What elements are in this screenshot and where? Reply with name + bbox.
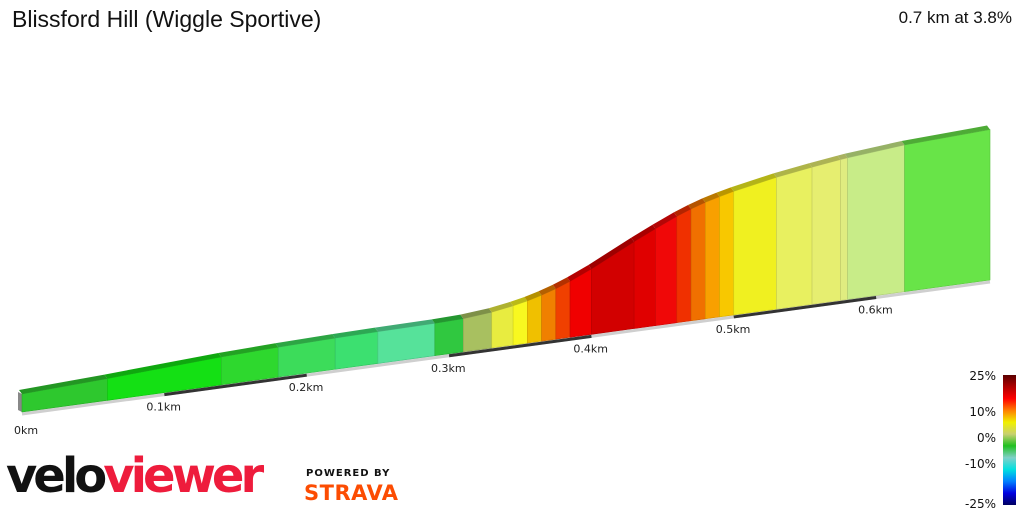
distance-axis: 0km 0.1km 0.2km 0.3km 0.4km 0.5km 0.6km [14,296,893,437]
legend-label-10: 10% [969,405,996,419]
profile-segment-top [374,319,435,332]
profile-segment [591,241,635,335]
axis-tick-label: 0.1km [146,401,181,414]
profile-segment [811,159,841,305]
profile-segments [21,129,991,413]
profile-segment-top [844,140,905,158]
profile-segment-top [702,192,720,203]
profile-segment-top [104,352,222,379]
profile-segment-top [218,343,279,357]
profile-segment [655,215,678,326]
legend-label-neg10: -10% [965,457,996,471]
profile-segment [704,196,720,320]
axis-tick-label: 0.5km [716,323,751,336]
profile-segment [904,129,991,292]
profile-segment-top [730,173,777,192]
axis-tick-label: 0.3km [431,362,466,375]
profile-segment-top [652,212,677,229]
profile-segment-top [716,187,734,197]
profile-segment [633,228,656,329]
profile-segment [676,208,692,324]
axis-tick-label: 0km [14,424,38,437]
axis-tick-label: 0.6km [858,304,893,317]
profile-segment-top [588,237,635,269]
profile-segment [719,190,735,318]
profile-segment-top [688,198,706,209]
axis-tick-label: 0.2km [289,381,324,394]
profile-segment-top [673,204,692,217]
profile-segment [512,300,528,346]
profile-segment [733,176,777,316]
profile-segment-top [332,327,378,339]
profile-segment [527,294,542,344]
profile-segment-top [19,374,108,394]
legend-label-max: 25% [969,369,996,383]
legend-label-0: 0% [977,431,996,445]
segment-title: Blissford Hill (Wiggle Sportive) [12,6,322,32]
logo-viewer: viewer [103,448,264,504]
profile-segment-top [552,277,571,289]
logo-velo: velo [6,448,107,504]
profile-segment [434,318,464,357]
profile-segment-top [510,297,528,306]
profile-segment-top [901,125,990,145]
powered-by-label: POWERED BY [306,468,391,479]
profile-segment-top [275,334,336,348]
profile-segment-top [567,264,592,282]
profile-segment-top [809,155,841,168]
legend-label-min: -25% [965,497,996,511]
profile-segment-top [431,314,464,324]
profile-segment-top [524,291,542,302]
veloviewer-logo[interactable]: veloviewer [6,452,264,500]
profile-segment [847,144,905,300]
profile-segment [462,311,493,353]
profile-segment [541,288,557,342]
profile-segment-top [488,301,514,313]
profile-segment-top [773,163,813,178]
segment-summary: 0.7 km at 3.8% [898,8,1012,27]
strava-logo[interactable]: STRAVA [304,481,399,505]
profile-segment [491,305,514,349]
gradient-legend: 25% 10% 0% -10% -25% [965,369,1016,511]
axis-tick-label: 0.4km [573,342,608,355]
profile-segment [776,166,813,310]
profile-segment [690,201,706,322]
profile-segment [334,331,379,370]
profile-segment [555,280,571,340]
profile-segment [840,157,848,301]
profile-segment-top [837,153,848,160]
legend-color-bar [1003,375,1016,505]
profile-segment-top [460,308,492,319]
profile-top-edge [19,125,990,394]
profile-segment-top [631,224,656,242]
profile-segment-top [538,284,556,296]
